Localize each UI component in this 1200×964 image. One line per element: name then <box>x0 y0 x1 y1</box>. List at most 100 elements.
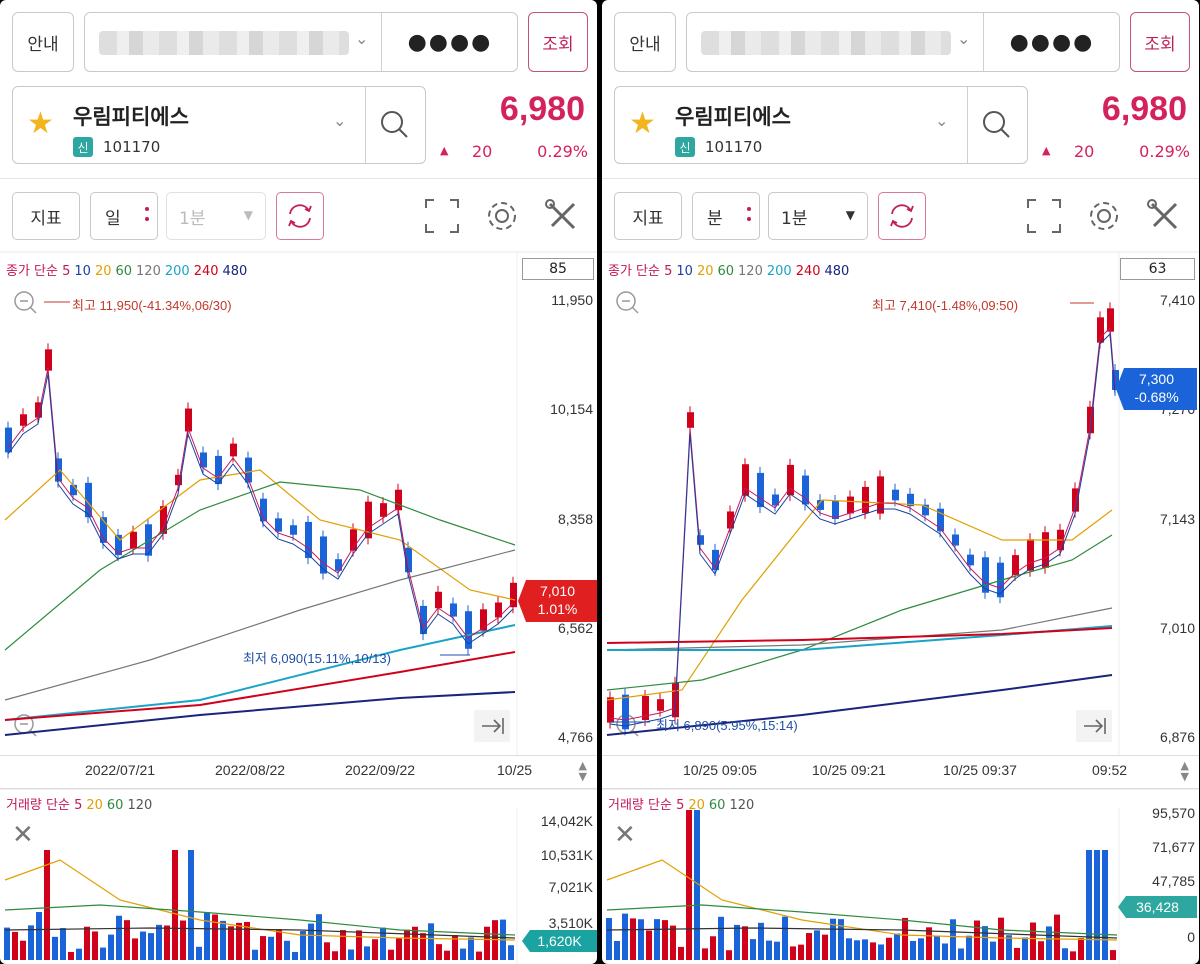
gear-icon[interactable] <box>1084 196 1124 236</box>
volume-bar <box>822 934 828 960</box>
candlestick <box>832 495 839 525</box>
volume-bar <box>148 933 154 960</box>
period-button[interactable]: 일 <box>90 192 158 240</box>
jump-to-end-icon[interactable] <box>474 710 510 742</box>
candlestick <box>5 421 12 459</box>
chevron-down-icon[interactable]: ⌄ <box>957 29 971 48</box>
candlestick <box>85 476 92 524</box>
ma-legend-item: 60 <box>115 264 133 279</box>
account-selector[interactable]: ⌄ ●●●● <box>84 12 518 72</box>
interval-select[interactable]: 1분 ▼ <box>166 192 266 240</box>
max-price-label: 최고 11,950(-41.34%,06/30) <box>72 298 232 313</box>
tools-icon[interactable] <box>542 196 582 236</box>
time-axis-label: 10/25 09:37 <box>943 762 1017 778</box>
volume-bar <box>20 940 26 960</box>
stock-name: 우림피티에스 <box>675 105 791 129</box>
volume-bar <box>638 919 644 960</box>
jump-to-end-icon[interactable] <box>1076 710 1112 742</box>
current-tag-percent: 1.01% <box>537 601 578 617</box>
close-icon[interactable]: ✕ <box>614 820 636 850</box>
price-chart[interactable] <box>602 0 1199 964</box>
volume-bar <box>68 951 74 960</box>
zoom-in-icon[interactable] <box>14 291 37 314</box>
volume-legend-item: 거래량 단순 5 <box>608 798 685 813</box>
password-field[interactable]: ●●●● <box>381 13 519 71</box>
volume-bar <box>742 926 748 960</box>
chevron-down-icon[interactable]: ⌄ <box>355 29 369 48</box>
ma-line-5 <box>609 326 1116 721</box>
stock-code: 101170 <box>103 138 161 156</box>
candlestick <box>245 451 252 489</box>
stock-selector[interactable]: ★ 우림피티에스 신 101170 ⌄ <box>12 86 426 164</box>
star-favorite-icon[interactable]: ★ <box>629 106 656 141</box>
info-button[interactable]: 안내 <box>12 12 74 72</box>
tools-icon[interactable] <box>1144 196 1184 236</box>
search-icon <box>983 111 1010 138</box>
price-axis-label: 6,562 <box>557 620 593 636</box>
volume-bar <box>702 948 708 960</box>
interval-select[interactable]: 1분 ▼ <box>768 192 868 240</box>
chevron-down-icon[interactable]: ⌄ <box>333 111 347 130</box>
volume-bar <box>1086 850 1092 960</box>
volume-legend: 거래량 단순 5 20 60 120 <box>6 794 156 813</box>
fullscreen-icon[interactable] <box>422 196 462 236</box>
candlestick <box>350 523 357 557</box>
period-button[interactable]: 분 <box>692 192 760 240</box>
close-icon[interactable]: ✕ <box>12 820 34 850</box>
volume-bar <box>76 948 82 960</box>
candlestick <box>115 528 122 562</box>
candlestick <box>290 519 297 541</box>
chevron-down-icon[interactable]: ⌄ <box>935 111 949 130</box>
volume-bar <box>220 920 226 960</box>
refresh-button[interactable] <box>878 192 926 240</box>
volume-bar <box>950 919 956 960</box>
price-chart[interactable] <box>0 0 597 964</box>
search-button[interactable] <box>365 87 425 163</box>
zoom-in-icon[interactable] <box>616 291 639 314</box>
query-button[interactable]: 조회 <box>1130 12 1190 72</box>
gear-icon[interactable] <box>482 196 522 236</box>
query-button[interactable]: 조회 <box>528 12 588 72</box>
indicator-button[interactable]: 지표 <box>614 192 682 240</box>
fullscreen-icon[interactable] <box>1024 196 1064 236</box>
scroll-arrows-icon[interactable]: ▲ ▼ <box>1180 759 1189 783</box>
count-box[interactable]: 85 <box>522 258 594 280</box>
current-tag-percent: -0.68% <box>1134 389 1179 405</box>
scroll-arrows-icon[interactable]: ▲ ▼ <box>578 759 587 783</box>
password-field[interactable]: ●●●● <box>983 13 1121 71</box>
volume-bar <box>830 918 836 960</box>
volume-bar <box>614 940 620 960</box>
volume-bar <box>132 938 138 960</box>
volume-tag-value: 1,620K <box>537 933 582 949</box>
candlestick <box>35 396 42 424</box>
account-selector[interactable]: ⌄ ●●●● <box>686 12 1120 72</box>
refresh-button[interactable] <box>276 192 324 240</box>
new-listing-badge: 신 <box>675 137 695 157</box>
indicator-button[interactable]: 지표 <box>12 192 80 240</box>
refresh-icon <box>890 204 914 228</box>
ma-legend-item: 10 <box>676 264 693 279</box>
star-favorite-icon[interactable]: ★ <box>27 106 54 141</box>
ma-legend-item: 종가 단순 5 <box>6 264 71 279</box>
ma-legend-item: 480 <box>222 264 248 279</box>
stock-selector[interactable]: ★ 우림피티에스 신 101170 ⌄ <box>614 86 1028 164</box>
volume-bar <box>1046 926 1052 960</box>
search-button[interactable] <box>967 87 1027 163</box>
ma-line-240 <box>606 627 1113 644</box>
volume-bar <box>476 951 482 960</box>
candlestick <box>365 495 372 545</box>
ma-legend-item: 240 <box>795 264 821 279</box>
time-axis <box>602 755 1199 789</box>
divider <box>983 13 984 71</box>
volume-bar <box>92 931 98 960</box>
volume-legend-item: 120 <box>127 798 153 813</box>
min-price-label: 최저 6,890(5.95%,15:14) <box>656 718 798 733</box>
interval-label: 1분 <box>781 208 808 229</box>
up-triangle-icon: ▲ <box>1042 144 1051 157</box>
volume-bar <box>428 923 434 960</box>
price-axis-label: 7,410 <box>1159 292 1195 308</box>
moving-average-legend: 종가 단순 5 10 20 60 120 200 240 480 <box>6 260 251 279</box>
volume-bar <box>1102 850 1108 960</box>
info-button[interactable]: 안내 <box>614 12 676 72</box>
count-box[interactable]: 63 <box>1120 258 1195 280</box>
